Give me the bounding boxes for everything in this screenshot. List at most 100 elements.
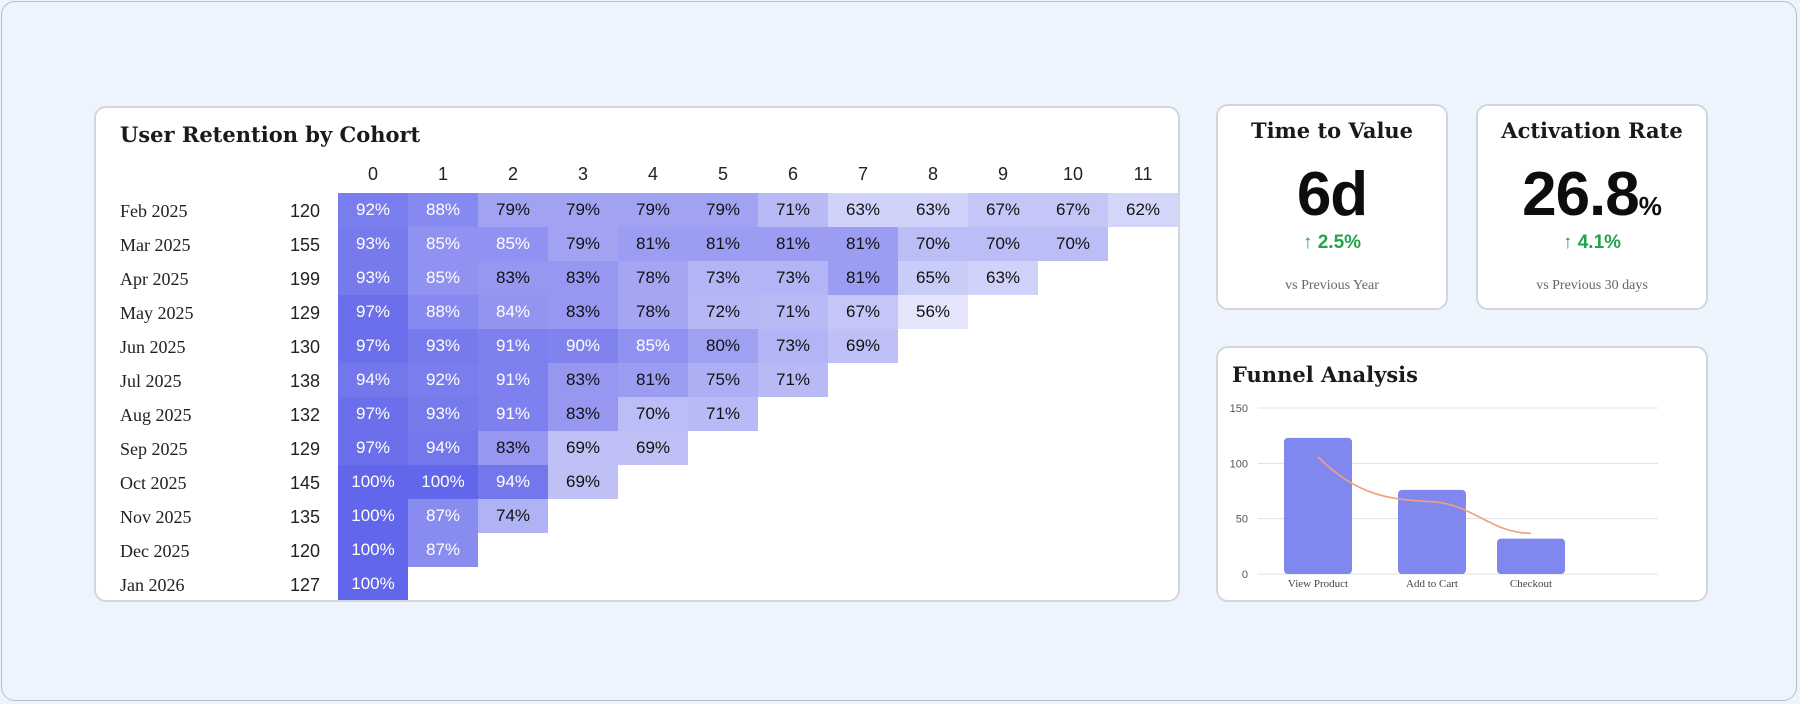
kpi-value-number: 26.8 xyxy=(1522,160,1640,229)
retention-cell: 85% xyxy=(408,227,478,261)
cohort-size: 155 xyxy=(289,235,320,255)
retention-cell: 70% xyxy=(618,397,688,431)
retention-cell: 79% xyxy=(688,193,758,227)
retention-cell: 78% xyxy=(618,295,688,329)
funnel-title: Funnel Analysis xyxy=(1232,362,1418,387)
retention-cell: 81% xyxy=(618,227,688,261)
retention-cell: 63% xyxy=(828,193,898,227)
retention-cell: 72% xyxy=(688,295,758,329)
funnel-bar xyxy=(1398,489,1466,574)
y-tick-label: 0 xyxy=(1242,569,1248,581)
retention-cell: 91% xyxy=(478,363,548,397)
funnel-bar xyxy=(1284,437,1352,574)
retention-cell: 69% xyxy=(548,431,618,465)
kpi-subtitle: vs Previous Year xyxy=(1285,278,1379,293)
kpi-subtitle: vs Previous 30 days xyxy=(1536,278,1648,293)
retention-cell: 69% xyxy=(828,329,898,363)
period-header: 9 xyxy=(997,164,1008,184)
retention-cell: 83% xyxy=(478,431,548,465)
x-tick-label: Checkout xyxy=(1510,578,1552,590)
x-tick-label: Add to Cart xyxy=(1406,578,1458,590)
cohort-size: 129 xyxy=(289,439,320,459)
retention-cell: 84% xyxy=(478,295,548,329)
cohort-label: Jun 2025 xyxy=(120,337,186,357)
retention-cell: 94% xyxy=(478,465,548,499)
funnel-trend-line xyxy=(1317,456,1532,535)
retention-cell: 80% xyxy=(688,329,758,363)
retention-cell: 81% xyxy=(758,227,828,261)
retention-cell: 71% xyxy=(758,193,828,227)
period-header: 11 xyxy=(1133,164,1153,184)
kpi-title: Time to Value xyxy=(1250,118,1414,143)
retention-cell: 81% xyxy=(828,261,898,295)
retention-cell: 81% xyxy=(688,227,758,261)
cohort-size: 145 xyxy=(289,473,320,493)
retention-cell: 71% xyxy=(758,363,828,397)
retention-cell: 85% xyxy=(478,227,548,261)
retention-cell: 79% xyxy=(548,193,618,227)
retention-cell: 70% xyxy=(968,227,1038,261)
period-header: 1 xyxy=(437,164,448,184)
cohort-label: May 2025 xyxy=(120,303,194,323)
retention-cell: 83% xyxy=(548,261,618,295)
retention-cell: 83% xyxy=(548,363,618,397)
period-header: 7 xyxy=(857,164,868,184)
retention-cell: 97% xyxy=(338,431,408,465)
period-header: 4 xyxy=(647,164,658,184)
retention-cell: 93% xyxy=(338,261,408,295)
retention-cell: 63% xyxy=(968,261,1038,295)
kpi-value: 26.8% xyxy=(1478,160,1706,241)
cohort-label: Apr 2025 xyxy=(120,269,189,289)
retention-cell: 91% xyxy=(478,329,548,363)
cohort-size: 130 xyxy=(289,337,320,357)
retention-cell: 83% xyxy=(478,261,548,295)
retention-cell: 83% xyxy=(548,295,618,329)
retention-cell: 88% xyxy=(408,193,478,227)
period-header: 0 xyxy=(367,164,378,184)
cohort-size: 120 xyxy=(289,541,320,561)
retention-title: User Retention by Cohort xyxy=(120,122,421,147)
retention-cell: 67% xyxy=(828,295,898,329)
retention-cell: 67% xyxy=(968,193,1038,227)
retention-cell: 100% xyxy=(408,465,478,499)
cohort-label: Mar 2025 xyxy=(120,235,191,255)
retention-cell: 65% xyxy=(898,261,968,295)
retention-cell: 87% xyxy=(408,533,478,567)
cohort-size: 135 xyxy=(289,507,320,527)
retention-cell: 73% xyxy=(758,329,828,363)
retention-cell: 70% xyxy=(1038,227,1108,261)
retention-cell: 87% xyxy=(408,499,478,533)
retention-cell: 97% xyxy=(338,295,408,329)
retention-cell: 88% xyxy=(408,295,478,329)
retention-cell: 79% xyxy=(548,227,618,261)
kpi-card-time-to-value: Time to Value 6d ↑ 2.5% vs Previous Year xyxy=(1216,104,1448,310)
kpi-title: Activation Rate xyxy=(1501,118,1683,143)
retention-cell: 63% xyxy=(898,193,968,227)
retention-cell: 91% xyxy=(478,397,548,431)
retention-cell: 92% xyxy=(338,193,408,227)
retention-cell: 100% xyxy=(338,465,408,499)
retention-cell: 67% xyxy=(1038,193,1108,227)
funnel-bar xyxy=(1497,538,1565,574)
funnel-chart: 0 50 100 150 View Product Add to Cart Checkout xyxy=(1230,403,1658,590)
retention-cell: 94% xyxy=(338,363,408,397)
period-header: 8 xyxy=(927,164,938,184)
cohort-size: 120 xyxy=(289,201,320,221)
kpi-change: ↑ 4.1% xyxy=(1562,232,1622,253)
retention-cell: 81% xyxy=(618,363,688,397)
retention-cell: 100% xyxy=(338,499,408,533)
retention-cell: 75% xyxy=(688,363,758,397)
retention-cell: 70% xyxy=(898,227,968,261)
retention-cell: 97% xyxy=(338,397,408,431)
retention-cell: 73% xyxy=(688,261,758,295)
cohort-label: Jan 2026 xyxy=(120,575,185,595)
cohort-label: Aug 2025 xyxy=(120,405,192,425)
y-tick-label: 50 xyxy=(1236,514,1248,526)
retention-cell: 90% xyxy=(548,329,618,363)
y-tick-label: 100 xyxy=(1230,458,1248,470)
retention-cell: 83% xyxy=(548,397,618,431)
retention-cell: 56% xyxy=(898,295,968,329)
retention-cell: 85% xyxy=(618,329,688,363)
retention-cell: 93% xyxy=(408,329,478,363)
retention-cell: 79% xyxy=(478,193,548,227)
